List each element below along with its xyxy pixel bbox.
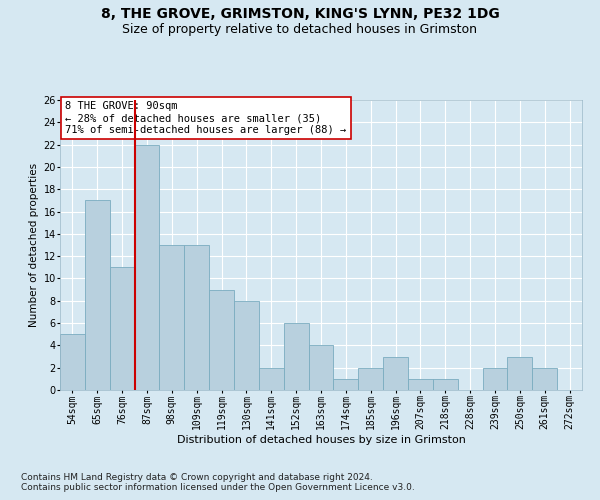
Bar — [532, 368, 557, 390]
Bar — [358, 368, 383, 390]
Bar — [60, 334, 85, 390]
Bar — [408, 379, 433, 390]
Y-axis label: Number of detached properties: Number of detached properties — [29, 163, 39, 327]
Bar — [110, 268, 134, 390]
Bar — [234, 301, 259, 390]
Bar — [184, 245, 209, 390]
Bar — [259, 368, 284, 390]
Bar — [160, 245, 184, 390]
Text: 8, THE GROVE, GRIMSTON, KING'S LYNN, PE32 1DG: 8, THE GROVE, GRIMSTON, KING'S LYNN, PE3… — [101, 8, 499, 22]
Bar — [334, 379, 358, 390]
Bar — [482, 368, 508, 390]
Bar — [85, 200, 110, 390]
Bar — [383, 356, 408, 390]
Bar — [308, 346, 334, 390]
Bar — [284, 323, 308, 390]
Bar — [134, 144, 160, 390]
Text: Contains public sector information licensed under the Open Government Licence v3: Contains public sector information licen… — [21, 484, 415, 492]
Text: Size of property relative to detached houses in Grimston: Size of property relative to detached ho… — [122, 22, 478, 36]
Bar — [508, 356, 532, 390]
Bar — [433, 379, 458, 390]
Text: 8 THE GROVE: 90sqm
← 28% of detached houses are smaller (35)
71% of semi-detache: 8 THE GROVE: 90sqm ← 28% of detached hou… — [65, 102, 346, 134]
Bar — [209, 290, 234, 390]
Text: Distribution of detached houses by size in Grimston: Distribution of detached houses by size … — [176, 435, 466, 445]
Text: Contains HM Land Registry data © Crown copyright and database right 2024.: Contains HM Land Registry data © Crown c… — [21, 474, 373, 482]
